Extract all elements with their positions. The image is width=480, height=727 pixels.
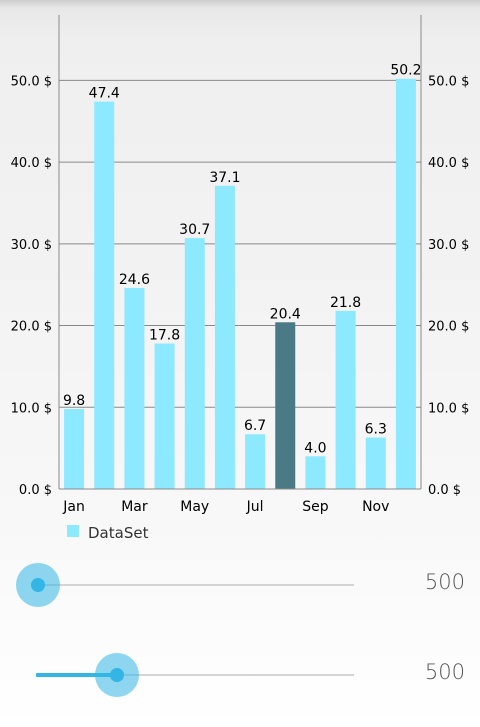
slider-x-thumb[interactable]	[16, 563, 60, 607]
y-tick-right-2: 20.0 $	[428, 320, 469, 335]
y-tick-left-0: 0.0 $	[19, 483, 52, 498]
y-tick-left-5: 50.0 $	[11, 74, 52, 89]
bar-chart: 9.8 47.4 24.6 17.8 30.7 37.1 6.7 20.4 4.0 21.8 6.3…	[11, 15, 469, 542]
value-label-jul: 6.7	[244, 418, 266, 434]
slider-y-track[interactable]	[36, 674, 354, 676]
bar-may	[184, 238, 205, 489]
bar-feb	[94, 101, 115, 489]
bar-apr	[154, 343, 175, 489]
x-tick-jul: Jul	[246, 499, 264, 515]
value-label-oct: 21.8	[330, 295, 361, 311]
y-tick-right-0: 0.0 $	[428, 483, 461, 498]
x-tick-jan: Jan	[62, 499, 85, 515]
bar-jun	[214, 185, 235, 489]
legend-label: DataSet	[88, 524, 149, 542]
value-label-may: 30.7	[179, 222, 210, 238]
value-label-feb: 47.4	[89, 86, 120, 102]
y-tick-left-2: 20.0 $	[11, 320, 52, 335]
value-label-sep: 4.0	[304, 440, 326, 456]
y-tick-left-3: 30.0 $	[11, 238, 52, 253]
bar-aug	[275, 322, 296, 489]
slider-y-thumb[interactable]	[95, 653, 139, 697]
bar-nov	[365, 437, 386, 489]
legend-swatch	[67, 525, 79, 537]
y-tick-right-1: 10.0 $	[428, 401, 469, 416]
slider-y-row: 500	[0, 645, 480, 705]
value-label-jun: 37.1	[209, 170, 240, 186]
x-tick-nov: Nov	[362, 499, 389, 515]
y-tick-left-1: 10.0 $	[11, 401, 52, 416]
bar-jul	[245, 434, 266, 489]
bar-mar	[124, 287, 145, 489]
slider-x-value: 500	[424, 570, 465, 594]
top-shadow	[0, 0, 480, 8]
bar-oct	[335, 310, 356, 489]
slider-x-row: 500	[0, 555, 480, 615]
value-label-aug: 20.4	[270, 306, 301, 322]
value-label-dec: 50.2	[390, 63, 421, 79]
x-tick-mar: Mar	[121, 499, 148, 515]
y-tick-right-5: 50.0 $	[428, 74, 469, 89]
slider-y-fill	[36, 673, 117, 677]
x-tick-may: May	[180, 499, 209, 515]
y-tick-right-3: 30.0 $	[428, 238, 469, 253]
bar-dec	[395, 78, 416, 490]
value-label-mar: 24.6	[119, 272, 150, 288]
bar-jan	[64, 408, 85, 489]
value-label-nov: 6.3	[365, 422, 387, 438]
slider-x-thumb-core	[31, 578, 45, 592]
bar-sep	[305, 456, 326, 489]
slider-x-track[interactable]	[36, 584, 354, 586]
y-tick-left-4: 40.0 $	[11, 156, 52, 171]
y-tick-right-4: 40.0 $	[428, 156, 469, 171]
x-tick-sep: Sep	[302, 499, 329, 515]
slider-y-value: 500	[424, 660, 465, 684]
value-label-jan: 9.8	[63, 393, 85, 409]
value-label-apr: 17.8	[149, 328, 180, 344]
slider-y-thumb-core	[110, 668, 124, 682]
